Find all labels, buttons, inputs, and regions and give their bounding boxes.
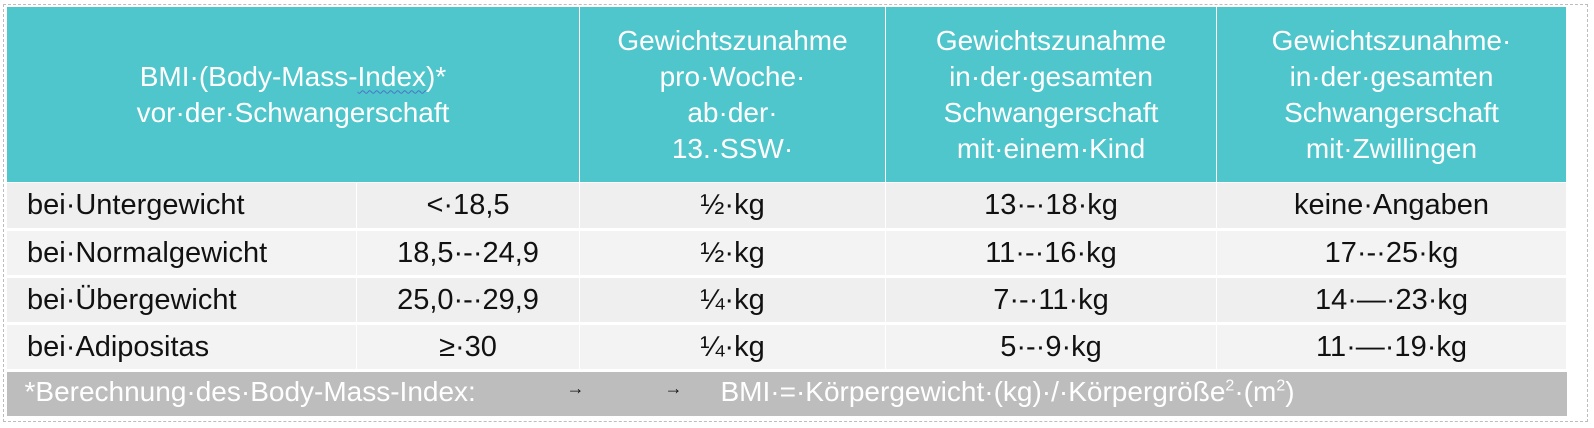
tab-arrows: → → <box>567 378 763 399</box>
single-gain: 11·-·16·kg <box>885 229 1217 278</box>
table-row: bei·Adipositas ≥·30 ¼·kg 5·-·9·kg 11·—·1… <box>6 323 1567 372</box>
bmi-weight-gain-table: BMI·(Body-Mass-Index)* vor·der·Schwanger… <box>6 6 1567 416</box>
bmi-value: 25,0·-·29,9 <box>356 276 580 325</box>
single-gain: 5·-·9·kg <box>885 323 1217 372</box>
week-gain: ¼·kg <box>579 323 886 372</box>
header-bmi: BMI·(Body-Mass-Index)* vor·der·Schwanger… <box>6 6 580 183</box>
bmi-value: 18,5·-·24,9 <box>356 229 580 278</box>
twins-gain: 11·—·19·kg <box>1216 323 1567 372</box>
footer-cell: *Berechnung·des·Body-Mass-Index: → → BMI·… <box>6 369 1567 416</box>
header-single: Gewichtszunahme in·der·gesamten Schwange… <box>885 6 1217 183</box>
table-row: bei·Normalgewicht 18,5·-·24,9 ½·kg 11·-·… <box>6 229 1567 278</box>
row-label: bei·Normalgewicht <box>6 229 357 278</box>
bmi-value: <·18,5 <box>356 182 580 231</box>
week-gain: ¼·kg <box>579 276 886 325</box>
row-label: bei·Übergewicht <box>6 276 357 325</box>
footnote-text: *Berechnung·des·Body-Mass-Index: <box>24 376 476 407</box>
tab-arrow-icon: → <box>664 378 683 398</box>
bmi-formula: BMI·=·Körpergewicht·(kg)·/·Körpergröße2·… <box>720 376 1295 407</box>
document-frame <box>3 4 1588 422</box>
header-row: BMI·(Body-Mass-Index)* vor·der·Schwanger… <box>6 6 1567 183</box>
header-week: Gewichtszunahme pro·Woche· ab·der· 13.·S… <box>579 6 886 183</box>
footer-row: *Berechnung·des·Body-Mass-Index: → → BMI·… <box>6 369 1567 416</box>
single-gain: 13·-·18·kg <box>885 182 1217 231</box>
header-twins: Gewichtszunahme· in·der·gesamten Schwang… <box>1216 6 1567 183</box>
twins-gain: 17·-·25·kg <box>1216 229 1567 278</box>
twins-gain: 14·—·23·kg <box>1216 276 1567 325</box>
spellcheck-underline: Index <box>357 60 427 92</box>
bmi-value: ≥·30 <box>356 323 580 372</box>
single-gain: 7·-·11·kg <box>885 276 1217 325</box>
week-gain: ½·kg <box>579 229 886 278</box>
tab-arrow-icon: → <box>566 378 585 398</box>
twins-gain: keine·Angaben <box>1216 182 1567 231</box>
row-label: bei·Untergewicht <box>6 182 357 231</box>
table-row: bei·Untergewicht <·18,5 ½·kg 13·-·18·kg … <box>6 182 1567 231</box>
table-row: bei·Übergewicht 25,0·-·29,9 ¼·kg 7·-·11·… <box>6 276 1567 325</box>
row-label: bei·Adipositas <box>6 323 357 372</box>
week-gain: ½·kg <box>579 182 886 231</box>
